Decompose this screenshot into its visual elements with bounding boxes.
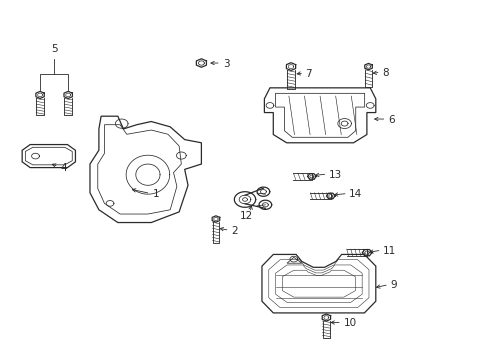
Text: 14: 14 [349, 189, 363, 199]
Text: 11: 11 [383, 246, 396, 256]
Text: 5: 5 [51, 44, 57, 54]
Text: 10: 10 [343, 318, 356, 328]
Text: 7: 7 [306, 69, 312, 79]
Text: 9: 9 [391, 280, 397, 290]
Text: 6: 6 [388, 115, 394, 125]
Text: 2: 2 [231, 226, 238, 236]
Text: 8: 8 [382, 68, 389, 78]
Text: 12: 12 [239, 211, 252, 221]
Text: 3: 3 [223, 59, 229, 69]
Text: 4: 4 [60, 163, 67, 172]
Text: 1: 1 [153, 189, 160, 199]
Text: 13: 13 [329, 170, 342, 180]
